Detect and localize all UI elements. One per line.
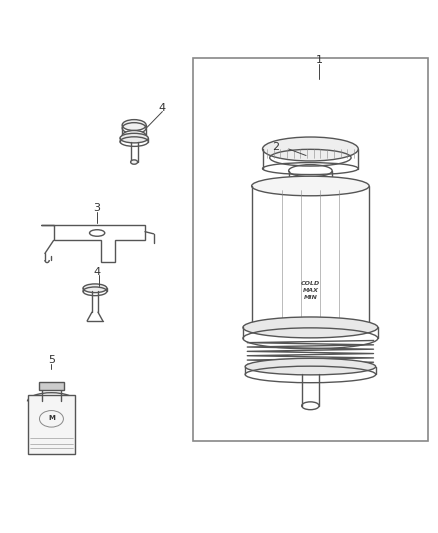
Bar [28,395,75,454]
Ellipse shape [122,119,146,131]
Text: MIN: MIN [304,295,318,300]
Text: M: M [48,415,55,421]
Ellipse shape [83,284,107,293]
Text: COLD: COLD [301,281,320,286]
Text: 3: 3 [94,203,101,213]
Bar [39,382,64,390]
Text: 4: 4 [159,103,166,112]
Ellipse shape [262,137,358,161]
Text: 5: 5 [48,355,55,365]
Text: 4: 4 [94,266,101,277]
Ellipse shape [131,160,138,164]
Ellipse shape [243,317,378,338]
Ellipse shape [245,358,376,375]
Text: 2: 2 [272,142,279,152]
Ellipse shape [120,133,148,143]
Text: MAX: MAX [302,288,318,293]
Text: 1: 1 [316,55,323,65]
Ellipse shape [252,176,369,196]
Ellipse shape [122,131,146,141]
Bar [193,58,428,441]
